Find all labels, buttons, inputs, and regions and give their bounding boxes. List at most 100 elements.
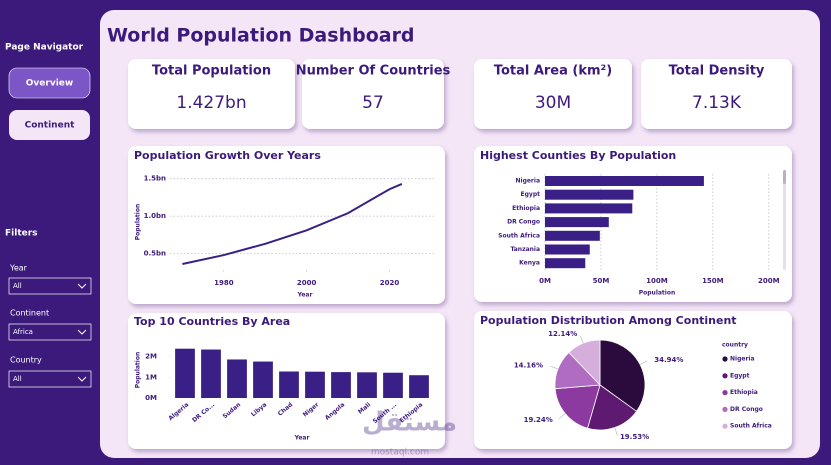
filter: Year All [8, 264, 92, 295]
x-tick-label: 2000 [297, 279, 317, 287]
data-label: 14.16% [514, 361, 543, 369]
data-label: 34.94% [654, 356, 683, 364]
leader-line [614, 427, 618, 436]
bar [545, 189, 634, 200]
bar [409, 375, 429, 398]
x-axis-label: Year [297, 292, 313, 299]
scroll-thumb[interactable] [783, 170, 786, 184]
filter-label: Continent [10, 309, 49, 318]
filter-label: Year [9, 264, 28, 273]
bar [305, 371, 325, 398]
filter-label: Country [10, 356, 42, 365]
dropdown-value[interactable]: All [13, 375, 22, 383]
y-tick-label: South Africa [498, 232, 540, 239]
leader-line [550, 365, 559, 370]
watermark: مستقل [362, 408, 457, 438]
chart-panel [128, 146, 445, 304]
chevron [77, 283, 87, 289]
nav-button-label[interactable]: Overview [26, 79, 73, 89]
x-tick-label: 150M [702, 277, 724, 285]
chart-title: Highest Counties By Population [480, 149, 676, 162]
y-axis-label: Population [135, 352, 142, 389]
bar [545, 230, 600, 241]
bar [545, 244, 590, 255]
y-tick-label: 1M [145, 373, 157, 381]
nav-button[interactable] [8, 67, 91, 99]
legend-swatch [722, 390, 728, 396]
x-axis-label: Population [639, 290, 676, 297]
x-tick-label: 200M [758, 277, 780, 285]
bar [357, 372, 377, 398]
navigator-title: Page Navigator [5, 43, 84, 53]
nav-button-label[interactable]: Continent [25, 121, 76, 131]
x-tick-label: 1980 [214, 279, 234, 287]
chart-title: Top 10 Countries By Area [134, 315, 290, 328]
y-tick-label: Ethiopia [512, 205, 540, 212]
kpi-value: 30M [535, 93, 571, 113]
legend-swatch [722, 373, 728, 379]
legend-swatch [722, 406, 728, 412]
filter: Country All [8, 356, 92, 388]
chart-title: Population Distribution Among Continent [480, 314, 737, 327]
y-tick-label: Tanzania [510, 246, 540, 253]
chart-title: Population Growth Over Years [134, 149, 321, 162]
bar [253, 361, 273, 398]
y-tick-label: 2M [145, 353, 157, 361]
dropdown[interactable] [8, 323, 92, 341]
scrollbar[interactable] [783, 170, 786, 270]
legend-swatch [722, 356, 728, 362]
kpi-card [474, 59, 632, 129]
legend-label: DR Congo [730, 406, 763, 413]
x-tick-label: 100M [646, 277, 668, 285]
leader-line [580, 335, 584, 344]
kpi-value: 1.427bn [176, 93, 246, 113]
y-tick-label: DR Congo [507, 219, 540, 226]
kpi-label: Number Of Countries [296, 64, 451, 79]
nav-button[interactable] [9, 110, 90, 140]
legend-title: country [722, 342, 748, 349]
x-tick-label: 0M [539, 277, 551, 285]
dropdown[interactable] [8, 277, 92, 295]
data-label: 19.24% [524, 416, 553, 424]
legend-swatch [722, 423, 728, 429]
bar [545, 258, 586, 269]
x-tick-label: 50M [593, 277, 610, 285]
legend-label: Nigeria [730, 356, 755, 363]
pie-slice [568, 339, 601, 386]
leader-line [639, 360, 648, 365]
chevron [77, 376, 87, 382]
bar [383, 372, 403, 398]
line [182, 183, 403, 265]
dropdown-value[interactable]: All [13, 282, 22, 290]
bar [545, 217, 609, 228]
data-label: 12.14% [548, 330, 577, 338]
bar [175, 348, 195, 398]
dropdown[interactable] [8, 370, 92, 388]
chevron [77, 329, 87, 335]
dashboard-title: World Population Dashboard [107, 25, 415, 47]
charts: Population Growth Over Years Year Populati… [134, 149, 780, 442]
kpi-card [302, 59, 444, 129]
bar [227, 359, 247, 398]
y-tick-label: Nigeria [515, 178, 540, 185]
pie-slice [587, 384, 638, 431]
legend-label: South Africa [730, 423, 772, 430]
legend-label: Ethiopia [730, 389, 758, 396]
y-tick-label: 1.0bn [144, 212, 166, 220]
data-label: 19.53% [620, 433, 649, 441]
legend-label: Egypt [730, 372, 750, 379]
x-axis-label: Year [294, 435, 310, 442]
kpi-label: Total Population [152, 64, 271, 79]
bar [201, 349, 221, 398]
y-tick-label: Kenya [519, 260, 540, 267]
dropdown-value[interactable]: Africa [13, 328, 33, 336]
filter: Continent Africa [8, 309, 92, 341]
watermark: mostaql.com [371, 448, 429, 458]
kpi-value: 57 [362, 93, 384, 113]
bar [331, 372, 351, 398]
x-tick-label: 2020 [380, 279, 400, 287]
kpi-value: 7.13K [692, 93, 742, 113]
y-axis-label: Population [135, 204, 142, 241]
bar [545, 176, 704, 186]
